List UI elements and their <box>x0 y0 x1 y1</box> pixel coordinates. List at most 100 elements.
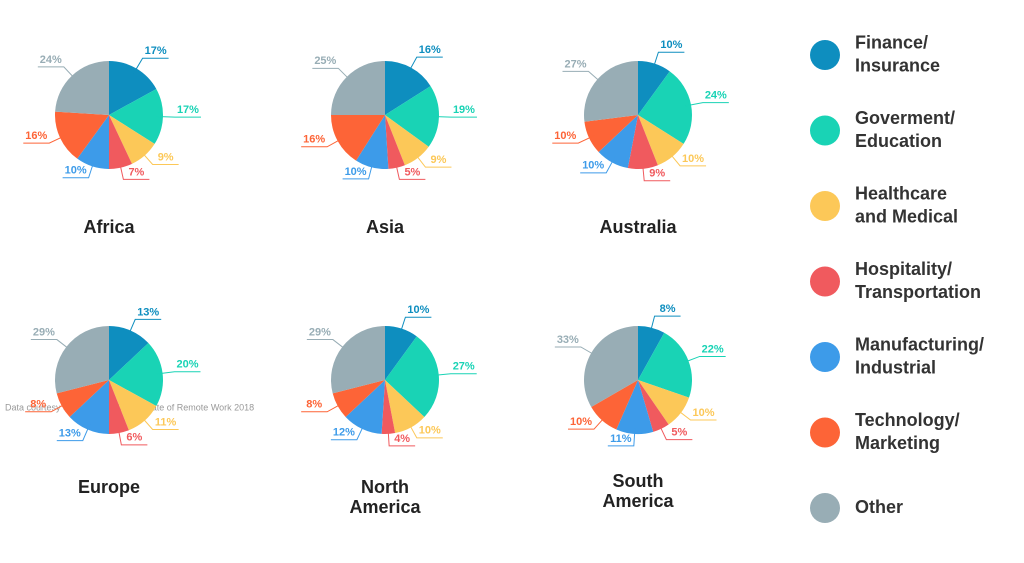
value-label: 10% <box>660 39 682 51</box>
leader-line <box>140 150 179 166</box>
leader-line <box>649 315 681 334</box>
leader-line <box>56 423 91 442</box>
leader-line <box>658 423 693 441</box>
value-label: 16% <box>303 134 325 146</box>
pie-slice <box>616 380 654 434</box>
value-label: 10% <box>419 425 441 437</box>
value-label: 10% <box>693 407 715 419</box>
leader-line <box>133 57 169 74</box>
pie-slice <box>55 111 109 159</box>
value-label: 10% <box>65 165 87 177</box>
leader-line <box>118 161 150 180</box>
pie-slice <box>584 61 638 122</box>
leader-line <box>407 421 443 439</box>
leader-line <box>301 137 344 148</box>
pie-slice <box>638 71 692 144</box>
pie-slice <box>109 88 163 144</box>
value-label: 10% <box>570 416 592 428</box>
value-label: 5% <box>671 426 687 438</box>
value-label: 13% <box>137 306 159 318</box>
value-label: 24% <box>705 90 727 102</box>
legend-label: Hospitality/Transportation <box>855 259 981 302</box>
leader-line <box>140 415 179 431</box>
legend-label: Healthcare and Medical <box>855 183 958 226</box>
legend-swatch <box>810 115 840 146</box>
leader-line <box>301 402 344 413</box>
pie-slice <box>55 61 109 115</box>
value-label: 11% <box>155 416 177 428</box>
pie-slice <box>598 115 638 169</box>
pie-slice <box>638 380 690 425</box>
value-label: 10% <box>682 153 704 165</box>
leader-line <box>642 162 671 182</box>
pie-slice <box>56 380 109 417</box>
value-label: 11% <box>610 433 632 445</box>
pie-title: Africa <box>83 217 135 237</box>
pie-slice <box>55 326 109 394</box>
value-label: 20% <box>176 359 198 371</box>
leader-line <box>580 156 616 174</box>
pie-slice <box>109 380 129 434</box>
value-label: 16% <box>25 130 47 142</box>
legend-label: Technology/Marketing <box>855 410 960 453</box>
pie-title: South America <box>602 471 674 511</box>
legend-label: Manufacturing/Industrial <box>855 334 984 377</box>
leader-line <box>37 66 77 81</box>
pie-slice <box>385 336 440 417</box>
value-label: 13% <box>59 427 81 439</box>
leader-line <box>342 161 374 180</box>
leader-line <box>23 134 66 144</box>
value-label: 16% <box>419 44 441 56</box>
value-label: 33% <box>557 334 579 346</box>
pie-slice <box>331 326 385 394</box>
value-label: 22% <box>702 343 724 355</box>
leader-line <box>399 316 432 335</box>
pie-slice <box>638 326 665 380</box>
pie-slice <box>331 61 385 115</box>
leader-line <box>652 51 685 70</box>
pie-slice <box>385 86 440 147</box>
leader-line <box>685 102 729 107</box>
pie-slice <box>583 326 638 407</box>
pie-title: Australia <box>599 217 677 237</box>
legend-label: Finance/Insurance <box>855 32 940 75</box>
leader-line <box>607 427 636 447</box>
legend-label: Other <box>855 497 903 517</box>
legend-swatch <box>810 342 840 372</box>
leader-line <box>668 151 707 167</box>
leader-line <box>156 116 201 118</box>
value-label: 24% <box>40 54 62 66</box>
pie-slice <box>332 380 385 417</box>
leader-line <box>156 371 201 375</box>
pie-slice <box>69 380 109 434</box>
pie-title: Europe <box>78 477 140 497</box>
legend-label: Goverment/Education <box>855 108 955 151</box>
leader-line <box>394 161 426 180</box>
pie-slice <box>109 115 132 169</box>
pie-slice <box>385 115 405 169</box>
value-label: 6% <box>126 432 142 444</box>
value-label: 8% <box>30 399 46 411</box>
leader-line <box>117 427 148 446</box>
leader-line <box>432 116 477 118</box>
pie-slice <box>109 380 157 431</box>
leader-line <box>306 339 348 351</box>
leader-line <box>567 415 607 430</box>
value-label: 10% <box>582 160 604 172</box>
value-label: 25% <box>314 55 336 67</box>
pie-slice <box>109 326 149 380</box>
leader-line <box>552 134 595 144</box>
pie-slice <box>356 115 389 169</box>
value-label: 9% <box>430 154 446 166</box>
pie-slice <box>109 61 157 115</box>
pie-slice <box>345 380 385 434</box>
value-label: 10% <box>345 166 367 178</box>
value-label: 10% <box>554 130 576 142</box>
value-label: 8% <box>306 399 322 411</box>
legend-swatch <box>810 266 840 297</box>
leader-line <box>330 423 366 441</box>
pie-slice <box>385 326 417 380</box>
pie-slice <box>385 380 425 434</box>
pie-title: North America <box>349 477 421 517</box>
leader-line <box>414 152 452 168</box>
